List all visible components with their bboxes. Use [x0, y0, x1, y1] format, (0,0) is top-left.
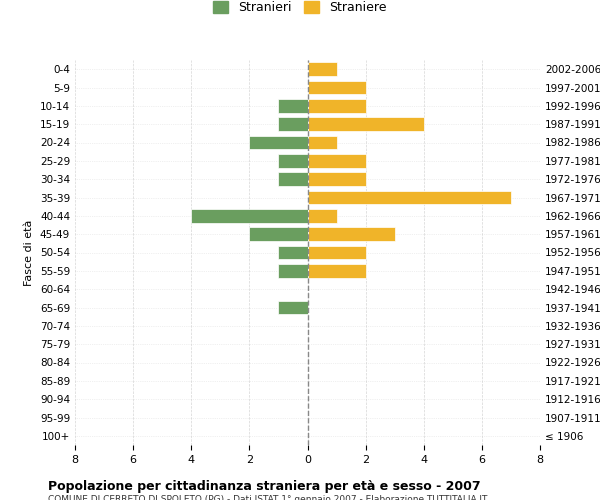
Bar [308, 264, 365, 278]
Bar [308, 118, 424, 131]
Bar [308, 154, 365, 168]
Bar [308, 246, 365, 260]
Bar [308, 209, 337, 222]
Bar [308, 172, 365, 186]
Bar [278, 118, 308, 131]
Bar [308, 228, 395, 241]
Bar [308, 99, 365, 112]
Bar [278, 264, 308, 278]
Bar [191, 209, 308, 222]
Legend: Stranieri, Straniere: Stranieri, Straniere [208, 0, 392, 19]
Text: COMUNE DI CERRETO DI SPOLETO (PG) - Dati ISTAT 1° gennaio 2007 - Elaborazione TU: COMUNE DI CERRETO DI SPOLETO (PG) - Dati… [48, 495, 487, 500]
Bar [308, 80, 365, 94]
Bar [308, 136, 337, 149]
Bar [250, 228, 308, 241]
Bar [278, 300, 308, 314]
Y-axis label: Fasce di età: Fasce di età [25, 220, 34, 286]
Bar [278, 246, 308, 260]
Bar [278, 172, 308, 186]
Bar [308, 190, 511, 204]
Bar [308, 62, 337, 76]
Bar [278, 99, 308, 112]
Bar [278, 154, 308, 168]
Text: Popolazione per cittadinanza straniera per età e sesso - 2007: Popolazione per cittadinanza straniera p… [48, 480, 481, 493]
Bar [250, 136, 308, 149]
